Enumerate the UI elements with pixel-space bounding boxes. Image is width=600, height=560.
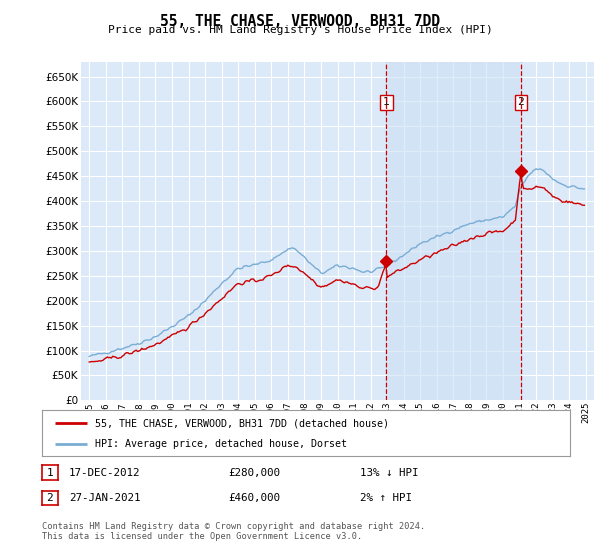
Text: 1: 1 <box>383 97 390 108</box>
Text: £460,000: £460,000 <box>228 493 280 503</box>
Text: £280,000: £280,000 <box>228 468 280 478</box>
Bar <box>386 62 521 400</box>
Text: Price paid vs. HM Land Registry's House Price Index (HPI): Price paid vs. HM Land Registry's House … <box>107 25 493 35</box>
Text: 27-JAN-2021: 27-JAN-2021 <box>69 493 140 503</box>
Text: Contains HM Land Registry data © Crown copyright and database right 2024.
This d: Contains HM Land Registry data © Crown c… <box>42 522 425 542</box>
Text: 2: 2 <box>517 97 524 108</box>
Text: 55, THE CHASE, VERWOOD, BH31 7DD (detached house): 55, THE CHASE, VERWOOD, BH31 7DD (detach… <box>95 418 389 428</box>
Text: 17-DEC-2012: 17-DEC-2012 <box>69 468 140 478</box>
Text: 1: 1 <box>46 468 53 478</box>
Text: 13% ↓ HPI: 13% ↓ HPI <box>360 468 419 478</box>
Text: 2: 2 <box>46 493 53 503</box>
Text: 2% ↑ HPI: 2% ↑ HPI <box>360 493 412 503</box>
Text: 55, THE CHASE, VERWOOD, BH31 7DD: 55, THE CHASE, VERWOOD, BH31 7DD <box>160 14 440 29</box>
Text: HPI: Average price, detached house, Dorset: HPI: Average price, detached house, Dors… <box>95 440 347 450</box>
